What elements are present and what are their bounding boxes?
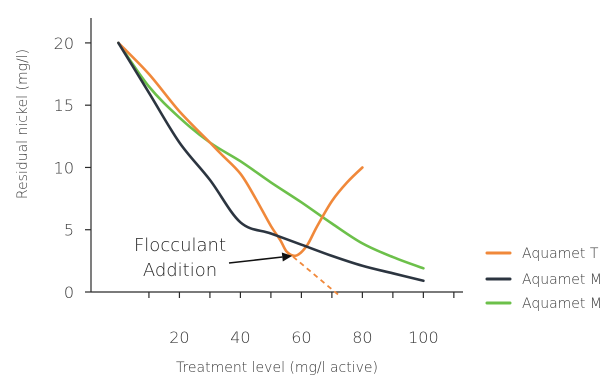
annotation-arrow-shaft: [228, 256, 283, 264]
tick-labels: 0 5 10 15 20 20 40 60 80 100: [54, 34, 439, 347]
y-tick-label: 5: [64, 221, 74, 240]
series-line-aquamet-m-dark: [117, 41, 425, 283]
dashed-extension-line: [285, 250, 339, 296]
x-tick-label: 80: [352, 328, 372, 347]
y-tick-label: 15: [54, 96, 74, 115]
x-tick-label: 40: [230, 328, 250, 347]
x-tick-label: 20: [169, 328, 189, 347]
annotation-arrow-head: [281, 252, 293, 262]
series-line-aquamet-m-green: [117, 41, 425, 270]
legend-label: Aquamet M: [522, 296, 602, 312]
legend-item-aquamet-m-dark: Aquamet M: [485, 272, 602, 288]
annotation: Flocculant Addition: [134, 235, 293, 281]
x-axis-title: Treatment level (mg/l active): [176, 360, 378, 376]
series-line-aquamet-t: [117, 41, 364, 258]
legend-label: Aquamet T: [522, 246, 599, 262]
y-tick-label: 20: [54, 34, 74, 53]
annotation-line-2: Addition: [143, 260, 217, 281]
axes: [90, 18, 463, 293]
x-tick-label: 100: [408, 328, 439, 347]
y-axis-title: Residual nickel (mg/l): [15, 49, 31, 199]
legend-label: Aquamet M: [522, 272, 602, 288]
annotation-line-1: Flocculant: [134, 235, 226, 256]
series-lines: [117, 41, 425, 296]
y-tick-label: 10: [54, 158, 74, 177]
legend-item-aquamet-t: Aquamet T: [485, 246, 599, 262]
legend: Aquamet T Aquamet M Aquamet M: [485, 246, 602, 312]
legend-item-aquamet-m-green: Aquamet M: [485, 296, 602, 312]
y-tick-label: 0: [64, 283, 74, 302]
x-tick-label: 60: [291, 328, 311, 347]
tick-marks: [85, 42, 455, 298]
